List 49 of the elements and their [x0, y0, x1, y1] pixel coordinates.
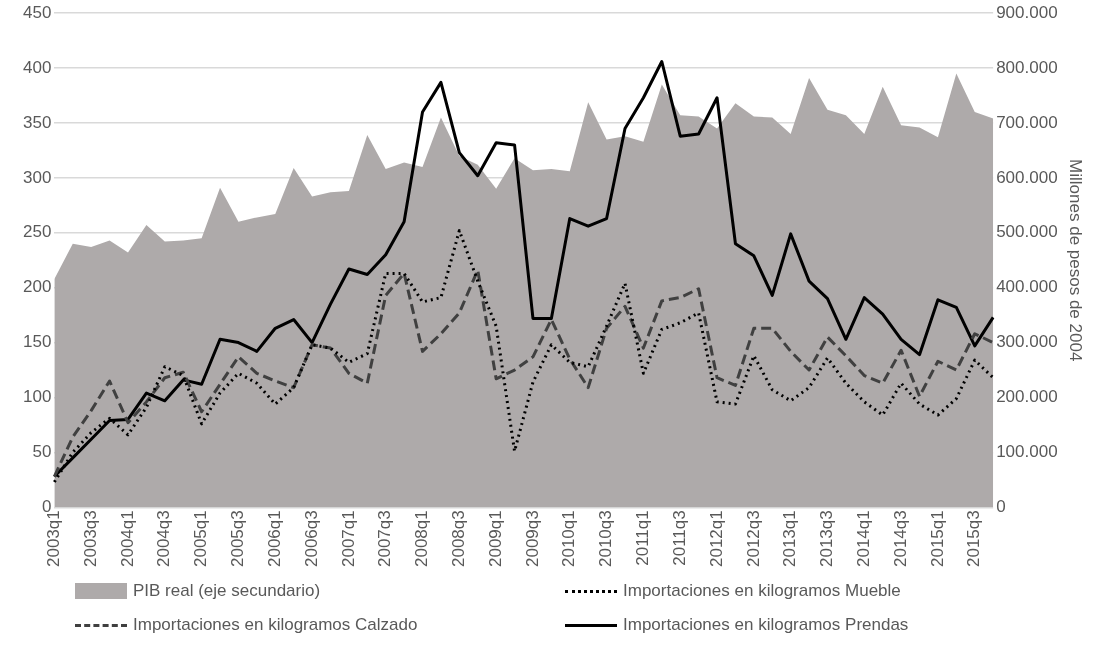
y2-tick-label: 400.000	[996, 277, 1058, 297]
y-tick-label: 100	[22, 387, 52, 407]
x-tick-label: 2008q1	[412, 510, 432, 568]
x-tick-label: 2007q3	[375, 510, 395, 568]
y-tick-label: 50	[32, 442, 52, 462]
x-tick-label: 2010q3	[596, 510, 616, 568]
x-tick-label: 2008q3	[449, 510, 469, 568]
y2-tick-label: 700.000	[996, 112, 1058, 132]
x-tick-label: 2004q1	[117, 510, 137, 568]
legend-label: Importaciones en kilogramos Calzado	[133, 615, 418, 635]
x-tick-label: 2013q1	[780, 510, 800, 568]
x-tick-label: 2014q1	[853, 510, 873, 568]
y-tick-label: 350	[22, 112, 52, 132]
x-tick-label: 2012q3	[743, 510, 763, 568]
x-tick-label: 2012q1	[706, 510, 726, 568]
x-tick-label: 2009q1	[485, 510, 505, 568]
x-tick-label: 2005q1	[191, 510, 211, 568]
y2-tick-label: 200.000	[996, 387, 1058, 407]
y2-tick-label: 0	[996, 496, 1006, 516]
x-tick-label: 2004q3	[154, 510, 174, 568]
x-tick-label: 2014q3	[890, 510, 910, 568]
y2-axis-title: Millones de pesos de 2004	[1066, 159, 1086, 362]
y2-tick-label: 800.000	[996, 57, 1058, 77]
x-tick-label: 2009q3	[522, 510, 542, 568]
x-tick-label: 2007q1	[338, 510, 358, 568]
x-tick-label: 2015q3	[964, 510, 984, 568]
legend-label: PIB real (eje secundario)	[133, 581, 321, 601]
y2-tick-label: 300.000	[996, 332, 1058, 352]
y-tick-label: 400	[22, 57, 52, 77]
y-tick-label: 200	[22, 277, 52, 297]
y2-tick-label: 600.000	[996, 167, 1058, 187]
x-tick-label: 2005q3	[228, 510, 248, 568]
y2-tick-label: 900.000	[996, 2, 1058, 22]
y2-tick-label: 100.000	[996, 442, 1058, 462]
x-tick-label: 2003q3	[80, 510, 100, 568]
x-tick-label: 2011q1	[633, 510, 653, 566]
x-tick-label: 2015q1	[927, 510, 947, 568]
y-tick-label: 250	[22, 222, 52, 242]
x-tick-label: 2013q3	[817, 510, 837, 568]
x-tick-label: 2006q3	[301, 510, 321, 568]
x-tick-label: 2011q3	[669, 510, 689, 566]
y-tick-label: 450	[22, 2, 52, 22]
x-tick-label: 2010q1	[559, 510, 579, 568]
legend-label: Importaciones en kilogramos Prendas	[623, 615, 909, 635]
x-tick-label: 2006q1	[264, 510, 284, 568]
legend-label: Importaciones en kilogramos Mueble	[623, 581, 901, 601]
y-tick-label: 300	[22, 167, 52, 187]
y-tick-label: 150	[22, 332, 52, 352]
y2-tick-label: 500.000	[996, 222, 1058, 242]
